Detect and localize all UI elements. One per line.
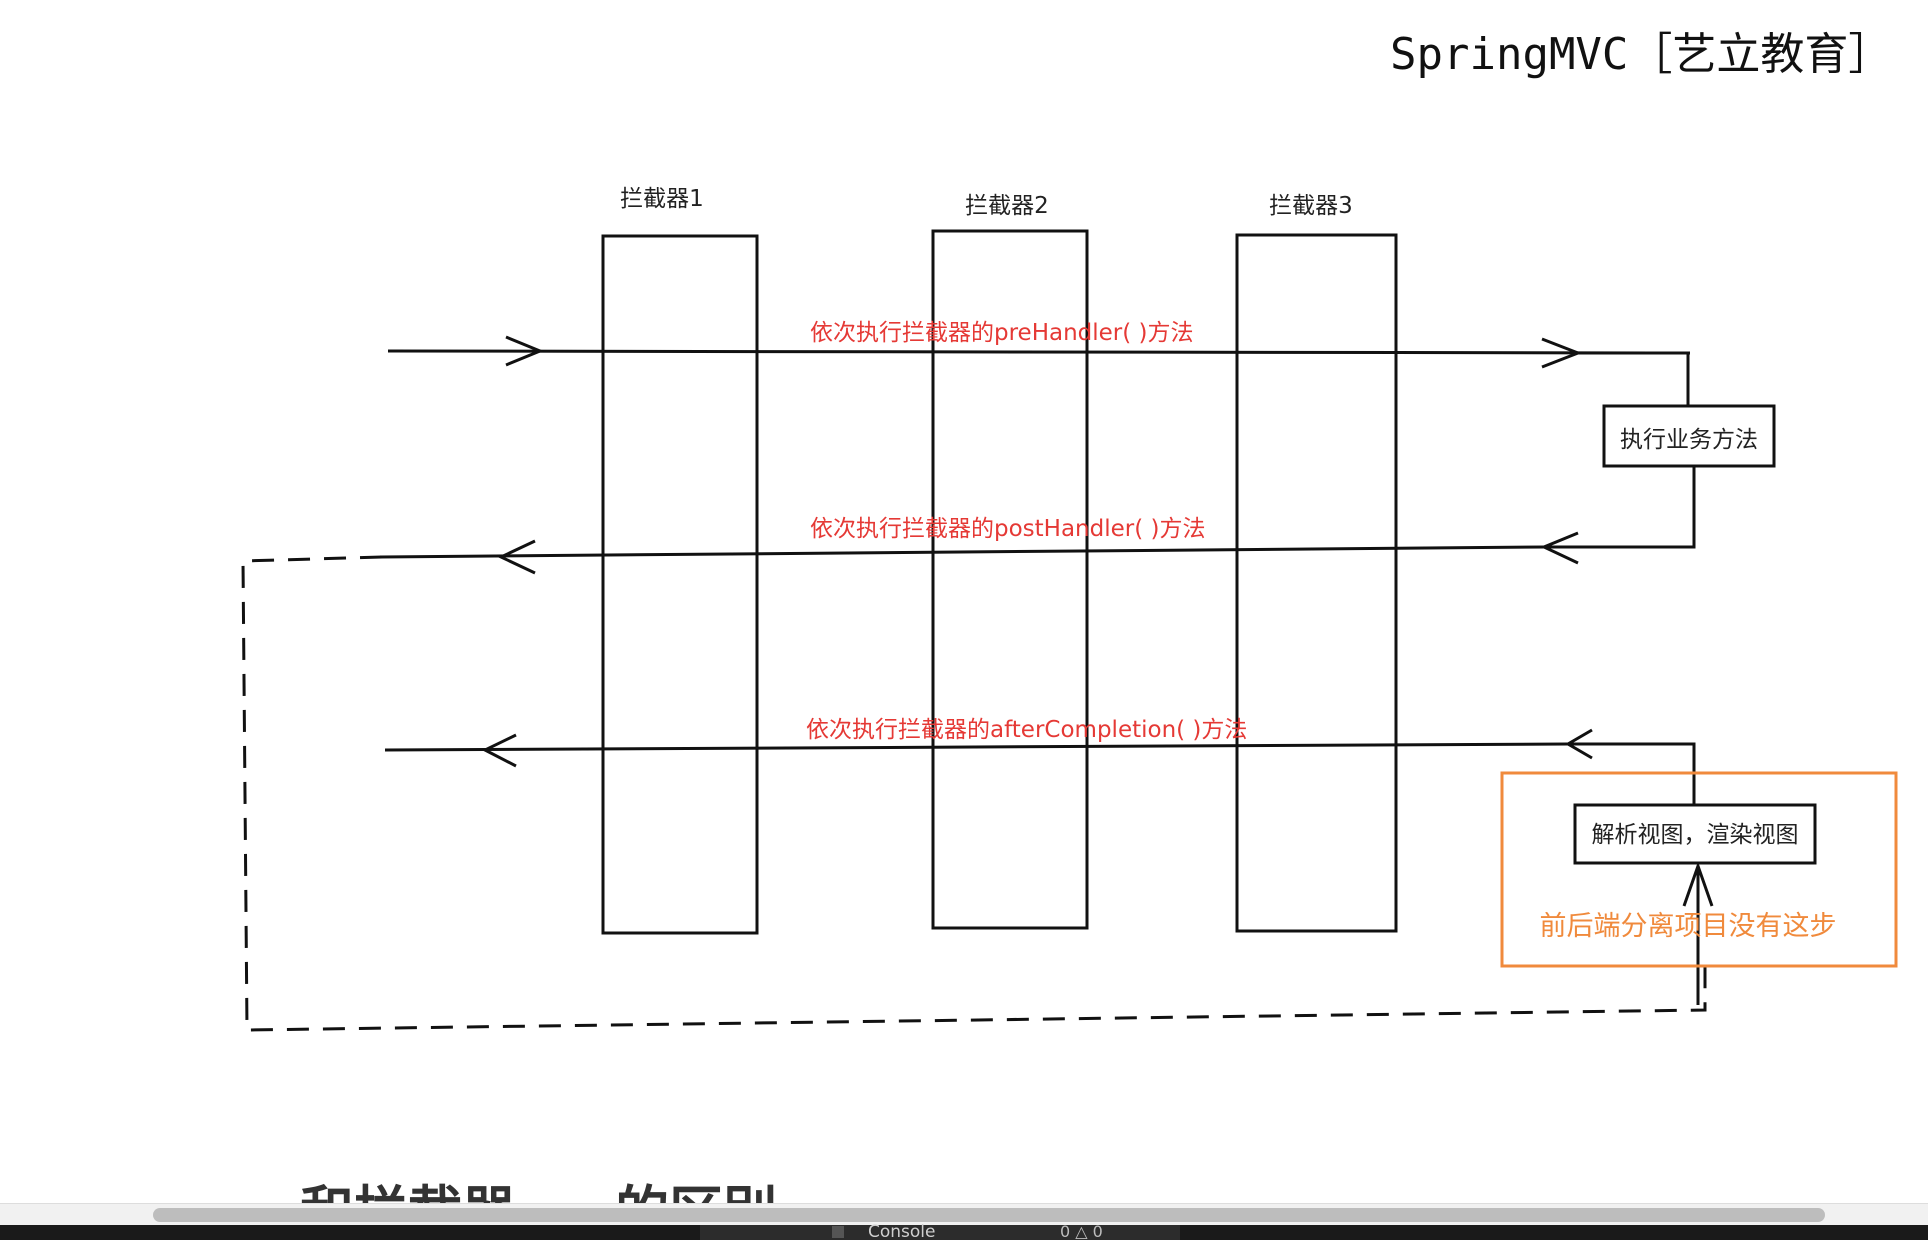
after-completion-arrow-head-right bbox=[1565, 728, 1593, 760]
business-method-label: 执行业务方法 bbox=[1620, 427, 1758, 453]
interceptor-column-3 bbox=[1235, 233, 1398, 933]
interceptor-label-3: 拦截器3 bbox=[1269, 193, 1353, 219]
post-handler-arrow-head-right bbox=[1540, 531, 1579, 565]
post-handler-arrow-head-left bbox=[497, 539, 536, 575]
interceptor-column-2 bbox=[931, 229, 1089, 930]
pre-handler-label: 依次执行拦截器的preHandler( )方法 bbox=[810, 320, 1194, 346]
interceptor-label-1: 拦截器1 bbox=[620, 186, 704, 212]
dashed-return-path bbox=[241, 555, 1707, 1032]
interceptor-flow-diagram: 拦截器1 拦截器2 拦截器3 依次执行拦截器的preHandler( )方法 执… bbox=[241, 186, 1898, 1032]
skip-note-label: 前后端分离项目没有这步 bbox=[1540, 911, 1837, 942]
loop-to-render-arrow-head bbox=[1682, 861, 1714, 907]
render-to-after-connector bbox=[1568, 742, 1696, 806]
page-title: SpringMVC［艺立教育］ bbox=[1390, 29, 1893, 80]
console-tab[interactable] bbox=[700, 1225, 1180, 1240]
pre-to-business-connector bbox=[1578, 351, 1690, 408]
skip-note-highlight-box bbox=[1500, 771, 1898, 968]
error-warning-status[interactable]: 0 △ 0 bbox=[1060, 1222, 1103, 1241]
render-view-label: 解析视图，渲染视图 bbox=[1592, 822, 1799, 848]
post-handler-label: 依次执行拦截器的postHandler( )方法 bbox=[810, 516, 1206, 542]
after-completion-label: 依次执行拦截器的afterCompletion( )方法 bbox=[806, 717, 1247, 743]
interceptor-column-1 bbox=[601, 234, 759, 935]
pre-handler-line bbox=[387, 349, 1691, 355]
render-view-box bbox=[1573, 803, 1817, 865]
business-method-box bbox=[1602, 404, 1776, 468]
after-completion-arrow-head-left bbox=[481, 733, 517, 768]
pre-handler-arrow-head-left bbox=[505, 335, 544, 367]
after-completion-line bbox=[384, 742, 1569, 752]
console-icon bbox=[832, 1226, 844, 1238]
interceptor-label-2: 拦截器2 bbox=[965, 193, 1049, 219]
business-to-post-connector bbox=[1545, 466, 1696, 549]
console-tab-label[interactable]: Console bbox=[868, 1222, 936, 1242]
horizontal-scrollbar-thumb[interactable] bbox=[153, 1208, 1825, 1222]
post-handler-line bbox=[379, 545, 1546, 559]
